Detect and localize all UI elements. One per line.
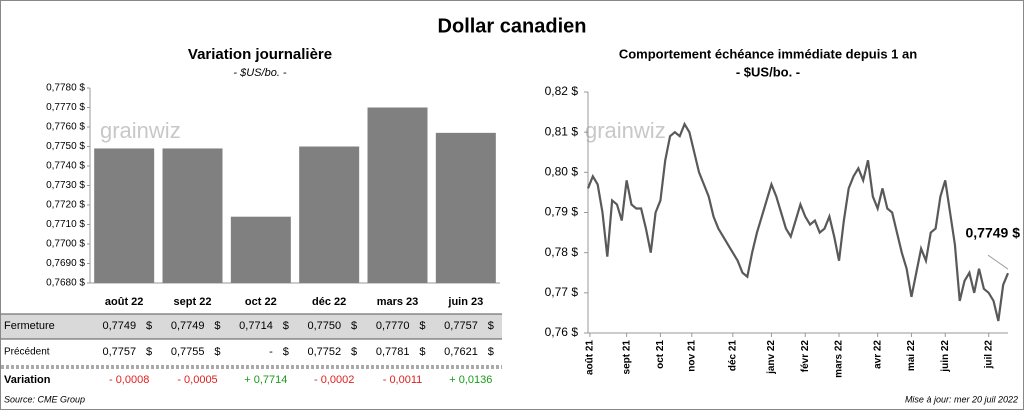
- cell-value: 0,7757: [103, 346, 137, 358]
- cell-value: + 0,0136: [449, 374, 492, 386]
- bar: [230, 216, 291, 283]
- x-tick-label: août 21: [585, 340, 596, 375]
- x-tick-label: févr 22: [800, 340, 811, 373]
- x-tick-label: mars 22: [834, 340, 845, 378]
- cell-unit: $: [488, 346, 494, 358]
- cell-value: - 0,0011: [383, 374, 423, 386]
- cell-unit: $: [419, 346, 425, 358]
- y-tick-label: 0,7740 $: [46, 161, 85, 172]
- cell-value: 0,7714: [239, 320, 273, 332]
- y-tick-label: 0,82 $: [545, 84, 579, 98]
- x-tick-label: oct 22: [245, 296, 277, 308]
- cell-value: 0,7621: [444, 346, 478, 358]
- y-tick-label: 0,7710 $: [46, 219, 85, 230]
- source: Source: CME Group: [4, 394, 85, 404]
- bar: [162, 148, 223, 283]
- row-label: Précédent: [4, 347, 50, 358]
- x-tick-label: nov 21: [686, 340, 697, 372]
- x-tick-label: janv 22: [766, 340, 777, 375]
- page-title: Dollar canadien: [438, 15, 587, 37]
- cell-value: - 0,0002: [314, 374, 354, 386]
- x-tick-label: mars 23: [377, 296, 419, 308]
- x-tick-label: déc 22: [312, 296, 346, 308]
- cell-unit: $: [283, 346, 289, 358]
- y-tick-label: 0,7760 $: [46, 122, 85, 133]
- cell-value: - 0,0008: [109, 374, 149, 386]
- y-tick-label: 0,80 $: [545, 165, 579, 179]
- row-band: [1, 314, 502, 339]
- annotation: 0,7749 $: [966, 225, 1021, 241]
- bar: [94, 148, 155, 283]
- bar: [435, 132, 496, 283]
- annotation-leader: [987, 254, 1009, 270]
- chart-title: Variation journalière: [188, 46, 332, 63]
- cell-value: 0,7749: [171, 320, 205, 332]
- cell-value: + 0,7714: [244, 374, 287, 386]
- cell-value: - 0,0005: [177, 374, 217, 386]
- row-label: Variation: [4, 374, 51, 386]
- cell-unit: $: [283, 320, 289, 332]
- x-tick-label: avr 22: [872, 340, 883, 369]
- chart-subtitle: - $US/bo. -: [736, 64, 800, 79]
- watermark: grainwiz: [585, 118, 666, 143]
- cell-value: 0,7755: [171, 346, 205, 358]
- cell-unit: $: [351, 320, 357, 332]
- chart-title: Comportement échéance immédiate depuis 1…: [619, 46, 917, 61]
- x-tick-label: juin 23: [447, 296, 483, 308]
- y-tick-label: 0,7720 $: [46, 200, 85, 211]
- cell-unit: $: [146, 320, 152, 332]
- x-tick-label: sept 21: [621, 340, 632, 375]
- y-tick-label: 0,7680 $: [46, 278, 85, 289]
- cell-unit: $: [146, 346, 152, 358]
- cell-value: -: [269, 346, 273, 358]
- cell-value: 0,7749: [103, 320, 137, 332]
- cell-value: 0,7781: [376, 346, 410, 358]
- bar: [367, 107, 428, 283]
- bar: [299, 146, 360, 283]
- cell-value: 0,7752: [308, 346, 342, 358]
- cell-unit: $: [488, 320, 494, 332]
- cell-unit: $: [214, 346, 220, 358]
- y-tick-label: 0,76 $: [545, 325, 579, 339]
- y-tick-label: 0,7690 $: [46, 258, 85, 269]
- y-tick-label: 0,77 $: [545, 285, 579, 299]
- x-tick-label: oct 21: [655, 340, 666, 369]
- y-tick-label: 0,7770 $: [46, 102, 85, 113]
- y-tick-label: 0,81 $: [545, 124, 579, 138]
- watermark: grainwiz: [100, 118, 181, 143]
- y-tick-label: 0,79 $: [545, 205, 579, 219]
- y-tick-label: 0,7700 $: [46, 239, 85, 250]
- chart-subtitle: - $US/bo. -: [233, 67, 287, 79]
- cell-unit: $: [351, 346, 357, 358]
- x-tick-label: sept 22: [174, 296, 212, 308]
- updated: Mise à jour: mer 20 juil 2022: [905, 394, 1018, 404]
- y-tick-label: 0,7750 $: [46, 141, 85, 152]
- cell-value: 0,7757: [444, 320, 478, 332]
- cell-unit: $: [214, 320, 220, 332]
- price-line: [586, 121, 1010, 322]
- cell-value: 0,7750: [308, 320, 342, 332]
- x-tick-label: juil 22: [983, 340, 994, 370]
- y-tick-label: 0,7730 $: [46, 180, 85, 191]
- x-tick-label: juin 22: [940, 340, 951, 373]
- x-tick-label: août 22: [105, 296, 144, 308]
- x-tick-label: déc 21: [727, 340, 738, 372]
- x-tick-label: mai 22: [906, 340, 917, 372]
- cell-value: 0,7770: [376, 320, 410, 332]
- y-tick-label: 0,78 $: [545, 245, 579, 259]
- row-label: Fermeture: [4, 320, 55, 332]
- cell-unit: $: [419, 320, 425, 332]
- y-tick-label: 0,7780 $: [46, 83, 85, 94]
